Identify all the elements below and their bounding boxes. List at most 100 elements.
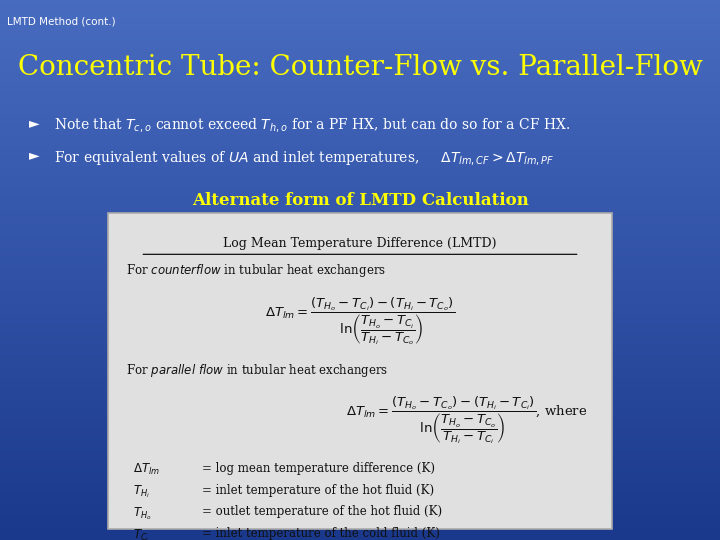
Bar <box>0 426 720 428</box>
Bar <box>0 44 720 46</box>
Bar <box>0 82 720 84</box>
Bar <box>0 338 720 340</box>
Bar <box>0 89 720 91</box>
Text: LMTD Method (cont.): LMTD Method (cont.) <box>7 16 116 26</box>
Bar <box>0 253 720 255</box>
Bar <box>0 237 720 238</box>
Bar <box>0 507 720 508</box>
Bar <box>0 259 720 261</box>
Bar <box>0 403 720 405</box>
Bar <box>0 306 720 308</box>
Bar <box>0 53 720 55</box>
Bar <box>0 120 720 123</box>
Bar <box>0 15 720 17</box>
Bar <box>0 282 720 285</box>
Bar <box>0 30 720 32</box>
Bar <box>0 21 720 23</box>
Bar <box>0 466 720 468</box>
Bar <box>0 86 720 89</box>
Bar <box>0 435 720 437</box>
Bar <box>0 99 720 102</box>
Bar <box>0 211 720 213</box>
Text: = outlet temperature of the hot fluid (K): = outlet temperature of the hot fluid (K… <box>202 505 442 518</box>
Bar <box>0 494 720 496</box>
Bar <box>0 449 720 451</box>
Bar <box>0 156 720 158</box>
Bar <box>0 107 720 110</box>
Bar <box>0 61 720 63</box>
Bar <box>0 525 720 528</box>
Bar <box>0 314 720 316</box>
Bar <box>0 238 720 240</box>
Bar <box>0 367 720 369</box>
Bar <box>0 508 720 510</box>
Bar <box>0 135 720 137</box>
FancyBboxPatch shape <box>108 213 612 529</box>
Bar <box>0 510 720 512</box>
Bar <box>0 11 720 12</box>
Bar <box>0 247 720 249</box>
Bar <box>0 46 720 49</box>
Bar <box>0 411 720 414</box>
Bar <box>0 165 720 167</box>
Bar <box>0 173 720 175</box>
Bar <box>0 4 720 6</box>
Bar <box>0 477 720 479</box>
Bar <box>0 103 720 105</box>
Bar <box>0 63 720 65</box>
Bar <box>0 422 720 424</box>
Bar <box>0 202 720 205</box>
Bar <box>0 295 720 298</box>
Bar <box>0 329 720 331</box>
Bar <box>0 475 720 477</box>
Bar <box>0 186 720 188</box>
Text: For $\mathit{counterflow}$ in tubular heat exchangers: For $\mathit{counterflow}$ in tubular he… <box>126 262 386 279</box>
Text: = inlet temperature of the cold fluid (K): = inlet temperature of the cold fluid (K… <box>202 527 439 540</box>
Bar <box>0 308 720 310</box>
Bar <box>0 154 720 156</box>
Bar <box>0 147 720 150</box>
Bar <box>0 276 720 279</box>
Bar <box>0 36 720 38</box>
Bar <box>0 213 720 215</box>
Bar <box>0 179 720 181</box>
Text: $T_{H_o}$: $T_{H_o}$ <box>133 505 152 522</box>
Bar <box>0 515 720 517</box>
Bar <box>0 51 720 53</box>
Text: Note that $T_{c,o}$ cannot exceed $T_{h,o}$ for a PF HX, but can do so for a CF : Note that $T_{c,o}$ cannot exceed $T_{h,… <box>54 116 570 134</box>
Bar <box>0 110 720 112</box>
Bar <box>0 2 720 4</box>
Bar <box>0 49 720 51</box>
Bar <box>0 251 720 253</box>
Bar <box>0 232 720 234</box>
Bar <box>0 491 720 494</box>
Bar <box>0 234 720 237</box>
Bar <box>0 240 720 242</box>
Text: = log mean temperature difference (K): = log mean temperature difference (K) <box>202 462 435 475</box>
Bar <box>0 97 720 99</box>
Bar <box>0 268 720 270</box>
Bar <box>0 356 720 359</box>
Bar <box>0 316 720 319</box>
Text: $T_{H_i}$: $T_{H_i}$ <box>133 484 150 501</box>
Bar <box>0 409 720 411</box>
Bar <box>0 538 720 540</box>
Text: $\Delta T_{lm} = \dfrac{(T_{H_o} - T_{C_o}) - (T_{H_i} - T_{C_i})}{\ln\!\left(\d: $\Delta T_{lm} = \dfrac{(T_{H_o} - T_{C_… <box>346 395 587 447</box>
Bar <box>0 209 720 211</box>
Bar <box>0 472 720 475</box>
Bar <box>0 443 720 445</box>
Bar <box>0 167 720 168</box>
Bar <box>0 420 720 422</box>
Bar <box>0 291 720 293</box>
Bar <box>0 124 720 126</box>
Bar <box>0 438 720 441</box>
Bar <box>0 281 720 282</box>
Bar <box>0 399 720 401</box>
Bar <box>0 498 720 500</box>
Bar <box>0 91 720 93</box>
Bar <box>0 123 720 124</box>
Bar <box>0 175 720 177</box>
Bar <box>0 289 720 291</box>
Bar <box>0 512 720 515</box>
Bar <box>0 158 720 160</box>
